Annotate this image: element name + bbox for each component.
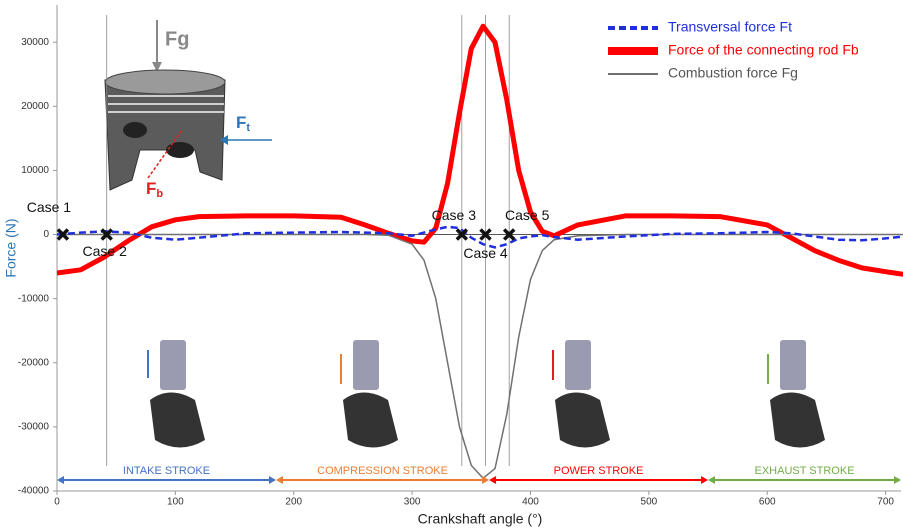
y-tick-label: 20000: [21, 101, 49, 112]
case-marker: [455, 228, 469, 241]
case-marker-x: [56, 228, 70, 241]
x-tick-label: 600: [759, 497, 776, 508]
case-marker-x: [455, 228, 469, 241]
stroke-label: COMPRESSION STROKE: [317, 465, 448, 477]
case-marker: [100, 228, 113, 241]
fg-label: Fg: [165, 28, 189, 50]
y-tick-label: 0: [43, 229, 49, 240]
case-marker-x: [100, 228, 113, 241]
case-label: Case 4: [463, 245, 508, 261]
y-tick-label: 30000: [21, 37, 49, 48]
series-line: [57, 233, 903, 479]
plot-lines: [57, 23, 903, 479]
legend-label: Transversal force Ft: [668, 19, 792, 35]
case-label: Case 5: [505, 207, 550, 223]
legend-label: Force of the connecting rod Fb: [668, 42, 859, 58]
series-line: [57, 225, 903, 249]
case-marker: [479, 228, 492, 241]
stroke-label: INTAKE STROKE: [123, 465, 210, 477]
case-marker: [56, 228, 70, 241]
x-tick-label: 300: [404, 497, 421, 508]
case-marker: [502, 228, 516, 241]
y-tick-label: -40000: [18, 486, 50, 497]
series-line: [57, 23, 903, 277]
engine-icons: [147, 340, 825, 448]
x-tick-label: 200: [285, 497, 302, 508]
case-label: Case 2: [83, 243, 128, 259]
stroke-label: POWER STROKE: [554, 465, 644, 477]
ft-label: Ft: [236, 113, 250, 133]
y-tick-label: -30000: [18, 422, 50, 433]
y-tick-label: 10000: [21, 165, 49, 176]
fb-label: Fb: [146, 179, 163, 199]
y-axis-label: Force (N): [3, 218, 19, 277]
case-label: Case 1: [27, 199, 72, 215]
stroke-label: EXHAUST STROKE: [755, 465, 855, 477]
case-label: Case 3: [432, 207, 477, 223]
x-axis-label: Crankshaft angle (°): [418, 511, 543, 527]
fb-sub: b: [156, 188, 163, 200]
x-tick-label: 700: [877, 497, 894, 508]
y-tick-label: -10000: [18, 293, 50, 304]
ft-sub: t: [246, 122, 250, 134]
case-marker-x: [479, 228, 492, 241]
fb-base: F: [146, 179, 156, 198]
x-tick-label: 400: [522, 497, 539, 508]
x-tick-label: 0: [54, 497, 60, 508]
x-tick-label: 500: [641, 497, 658, 508]
piston-illustration: [104, 20, 272, 191]
legend-label: Combustion force Fg: [668, 65, 798, 81]
x-tick-label: 100: [167, 497, 184, 508]
y-tick-label: -20000: [18, 357, 50, 368]
ft-base: F: [236, 113, 246, 132]
case-marker-x: [502, 228, 516, 241]
